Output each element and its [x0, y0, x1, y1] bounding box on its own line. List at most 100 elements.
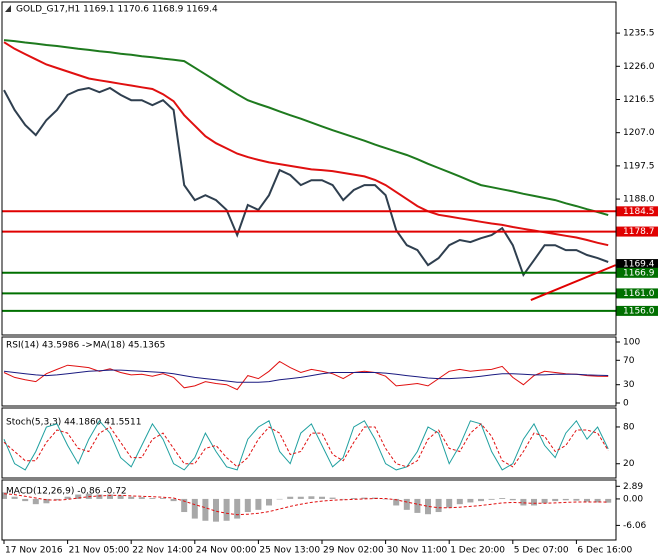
x-tick-label: 6 Dec 16:00: [577, 546, 632, 556]
histogram-bar: [573, 498, 580, 501]
y-tick-label: 1216.5: [623, 95, 655, 105]
y-tick-label: 20: [623, 459, 635, 469]
panel-plot: [3, 360, 609, 391]
histogram-bar: [234, 498, 241, 519]
histogram-bar: [435, 498, 442, 513]
y-tick-label: 70: [623, 356, 635, 366]
histogram-bar: [107, 494, 113, 499]
histogram-bar: [117, 495, 124, 499]
histogram-bar: [202, 498, 209, 521]
x-tick-label: 24 Nov 00:00: [196, 546, 257, 556]
histogram-bar: [191, 498, 198, 519]
y-tick-label: 100: [623, 338, 640, 348]
level-label: 1166.9: [623, 268, 655, 278]
histogram-bar: [605, 498, 612, 503]
histogram-bar: [276, 498, 283, 500]
level-label: 1178.7: [623, 227, 655, 237]
histogram-bar: [488, 498, 495, 500]
x-tick-label: 1 Dec 20:00: [450, 546, 505, 556]
histogram-bar: [255, 498, 262, 510]
level-label: 1156.0: [623, 306, 655, 316]
histogram-bar: [266, 498, 272, 506]
series-line: [3, 493, 609, 516]
x-tick-label: 17 Nov 2016: [5, 546, 63, 556]
histogram-bar: [403, 498, 410, 510]
y-tick-label: -6.06: [623, 521, 647, 531]
series-line: [3, 369, 609, 383]
y-tick-label: 1188.0: [623, 195, 655, 205]
series-line: [3, 86, 609, 278]
histogram-bar: [361, 497, 368, 499]
level-label-box: [616, 206, 658, 217]
panel-plot: [3, 419, 609, 471]
histogram-bar: [541, 498, 548, 504]
panel-title: MACD(12,26,9) -0.86 -0.72: [6, 487, 127, 497]
chart-title: GOLD_G17,H1 1169.1 1170.6 1168.9 1169.4: [16, 5, 218, 15]
histogram-bar: [32, 498, 39, 505]
histogram-bar: [393, 498, 400, 506]
x-tick-label: 22 Nov 14:00: [132, 546, 193, 556]
current-price-box: [616, 259, 658, 270]
histogram-bar: [329, 497, 336, 499]
histogram-bar: [128, 496, 135, 499]
y-tick-label: 1197.5: [623, 161, 655, 171]
y-tick-label: 2.89: [623, 482, 643, 492]
panel-plot: [3, 39, 609, 278]
histogram-bar: [552, 498, 559, 502]
series-line: [3, 423, 609, 468]
histogram-bar: [350, 498, 357, 499]
histogram-bar: [446, 498, 453, 508]
y-tick-label: 1207.0: [623, 128, 655, 138]
histogram-bar: [531, 498, 537, 506]
current-price-label: 1169.4: [623, 260, 655, 270]
histogram-bar: [297, 496, 304, 499]
histogram-bar: [43, 498, 50, 504]
histogram-bar: [340, 498, 347, 500]
histogram-bar: [319, 496, 325, 499]
panel-plot: [2, 492, 612, 522]
level-label: 1161.0: [623, 289, 655, 299]
histogram-bar: [456, 498, 463, 505]
level-label-box: [616, 288, 658, 299]
y-tick-label: 0.00: [623, 494, 643, 504]
x-tick-label: 30 Nov 11:00: [387, 546, 448, 556]
panel-title: Stoch(5,3,3) 44.1860 41.5511: [6, 418, 141, 428]
histogram-bar: [149, 498, 156, 499]
histogram-bar: [2, 492, 7, 499]
histogram-bar: [223, 498, 230, 521]
level-label: 1184.5: [623, 207, 655, 217]
y-tick-label: 80: [623, 422, 635, 432]
panel-border: [1, 336, 617, 407]
histogram-bar: [54, 498, 60, 501]
histogram-bar: [467, 498, 474, 503]
panel-title: RSI(14) 43.5986 ->MA(18) 45.1365: [6, 341, 165, 351]
y-tick-label: 30: [623, 380, 635, 390]
histogram-bar: [509, 498, 516, 501]
histogram-bar: [499, 498, 506, 499]
symbol-icon: [5, 5, 11, 12]
y-tick-label: 0: [623, 399, 629, 409]
histogram-bar: [382, 498, 389, 500]
panel-border: [1, 479, 617, 541]
level-label-box: [616, 305, 658, 316]
level-label-box: [616, 267, 658, 278]
y-tick-label: 1235.5: [623, 29, 655, 39]
histogram-bar: [308, 496, 315, 499]
histogram-bar: [181, 498, 188, 513]
series-line: [3, 419, 609, 471]
panel-border: [1, 1, 617, 336]
histogram-bar: [425, 498, 431, 515]
x-tick-label: 29 Nov 02:00: [323, 546, 384, 556]
histogram-bar: [414, 498, 421, 513]
histogram-bar: [11, 496, 18, 499]
trend-line: [530, 264, 617, 301]
histogram-bar: [160, 498, 166, 499]
histogram-bar: [520, 498, 527, 506]
x-tick-label: 25 Nov 13:00: [259, 546, 320, 556]
histogram-bar: [64, 496, 71, 499]
histogram-bar: [584, 498, 590, 502]
level-label-box: [616, 226, 658, 237]
series-line: [3, 39, 609, 217]
histogram-bar: [562, 498, 569, 501]
